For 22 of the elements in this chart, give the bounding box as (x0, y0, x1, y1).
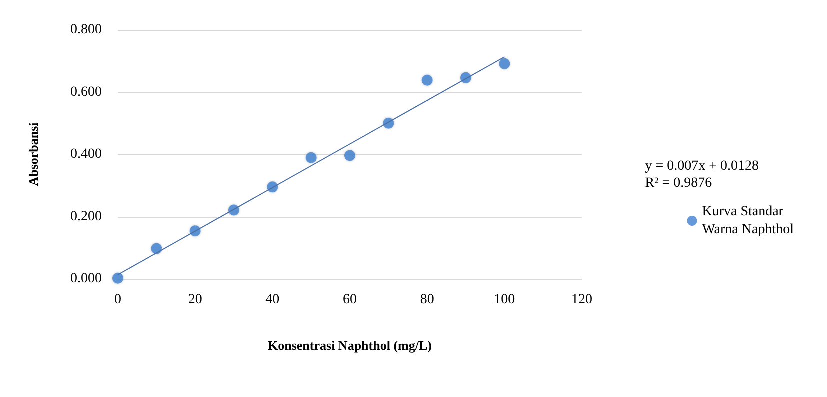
x-tick-label: 80 (420, 292, 434, 308)
point (151, 243, 162, 254)
x-tick-label: 20 (188, 292, 202, 308)
point (344, 150, 356, 162)
x-tick-label: 0 (114, 292, 122, 308)
x-axis-title: Konsentrasi Naphthol (mg/L) (268, 338, 432, 353)
y-tick-label: 0.000 (70, 272, 102, 286)
text: y = 0.007x + 0.0128 R² = 0.9876 (645, 159, 760, 191)
point (306, 152, 317, 164)
x-tick-label: 60 (343, 292, 357, 308)
y-tick-label: 0.800 (70, 22, 102, 38)
legend-label: Kurva Standar Warna Naphthol (702, 204, 794, 238)
y-tick-label: 0.600 (70, 84, 102, 100)
x-tick-label: 120 (572, 292, 592, 308)
y-tick-label: 0.400 (70, 147, 102, 162)
x-tick-label: 100 (494, 292, 516, 308)
point (422, 74, 433, 86)
y-tick-label: 0.200 (70, 209, 102, 224)
x-tick-label: 40 (266, 292, 280, 308)
y-axis-title: Absorbansi (26, 122, 41, 186)
point (499, 58, 510, 70)
point (112, 272, 124, 284)
